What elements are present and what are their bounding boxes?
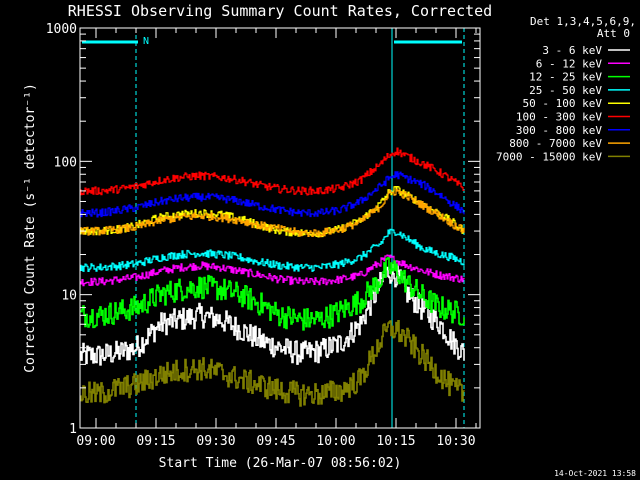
- x-tick-label-4: 10:00: [316, 434, 355, 449]
- series-line-1: [80, 254, 465, 287]
- legend-label-3: 25 - 50 keV: [529, 84, 602, 97]
- y-axis-label: Corrected Count Rate (s⁻¹ detector⁻¹): [23, 83, 38, 373]
- series-line-5: [80, 147, 465, 196]
- date-stamp: 14-Oct-2021 13:58: [554, 469, 636, 478]
- legend-label-5: 100 - 300 keV: [516, 111, 602, 124]
- series-line-2: [80, 257, 465, 331]
- series-lines: [80, 147, 465, 407]
- series-line-6: [80, 171, 465, 218]
- legend-label-1: 6 - 12 keV: [536, 57, 603, 70]
- y-tick-label-3: 1000: [46, 22, 77, 37]
- plot-frame: [79, 27, 481, 429]
- x-tick-label-5: 10:15: [376, 434, 415, 449]
- x-tick-label-1: 09:15: [136, 434, 175, 449]
- legend-label-8: 7000 - 15000 keV: [496, 150, 602, 163]
- axes: 1 10 100 1000 09:00 09:15 09:30 09:45 10:00 10:15…: [46, 22, 480, 449]
- flag-label-n: N: [143, 36, 149, 47]
- legend-label-6: 300 - 800 keV: [516, 124, 602, 137]
- x-tick-label-6: 10:30: [436, 434, 475, 449]
- chart-title: RHESSI Observing Summary Count Rates, Co…: [68, 2, 492, 20]
- x-tick-label-3: 09:45: [256, 434, 295, 449]
- legend-header-detectors: Det 1,3,4,5,6,9,: [530, 15, 636, 28]
- legend-label-2: 12 - 25 keV: [529, 71, 602, 84]
- y-tick-label-0: 1: [69, 422, 77, 437]
- series-line-7: [80, 188, 465, 238]
- legend-label-4: 50 - 100 keV: [523, 97, 603, 110]
- series-line-0: [80, 263, 465, 366]
- y-tick-label-2: 100: [54, 155, 77, 170]
- y-tick-label-1: 10: [61, 289, 77, 304]
- legend-header-attenuator: Att 0: [597, 27, 630, 40]
- x-tick-label-0: 09:00: [76, 434, 115, 449]
- x-tick-label-2: 09:30: [196, 434, 235, 449]
- series-line-3: [80, 228, 465, 272]
- legend-label-0: 3 - 6 keV: [542, 44, 602, 57]
- legend-label-7: 800 - 7000 keV: [509, 137, 602, 150]
- x-axis-label: Start Time (26-Mar-07 08:56:02): [159, 456, 402, 471]
- series-line-8: [80, 320, 465, 407]
